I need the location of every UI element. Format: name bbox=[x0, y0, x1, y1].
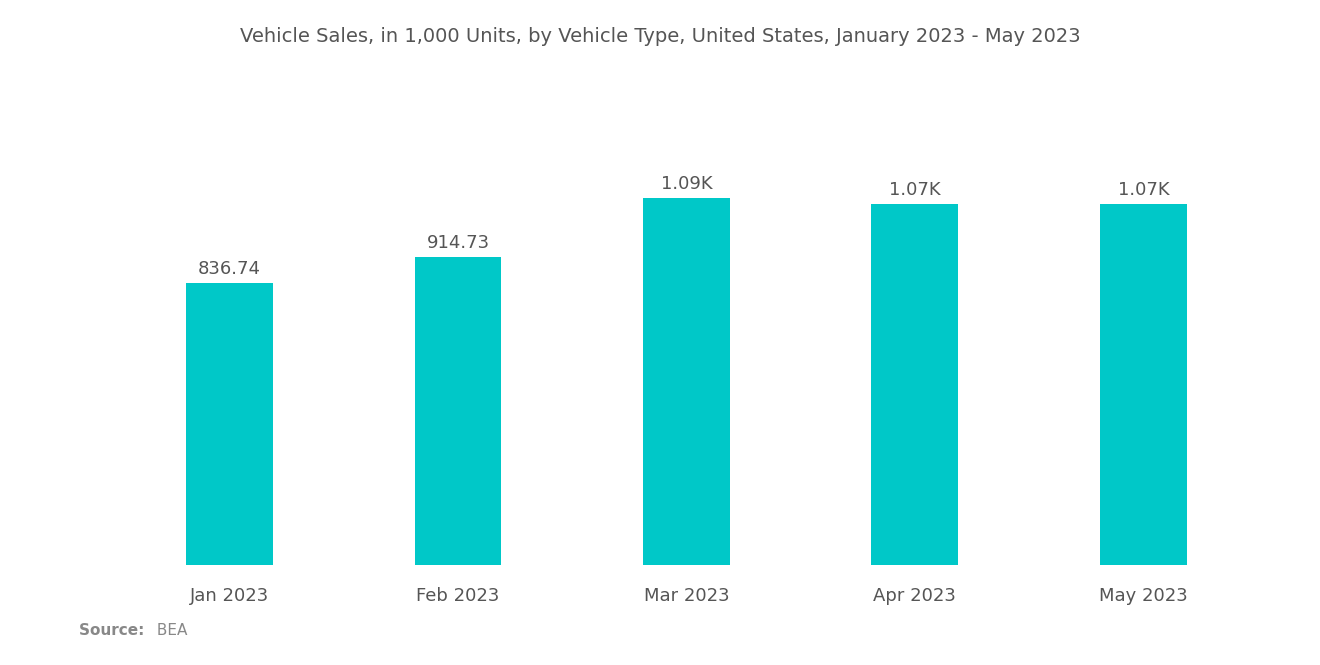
Text: Vehicle Sales, in 1,000 Units, by Vehicle Type, United States, January 2023 - Ma: Vehicle Sales, in 1,000 Units, by Vehicl… bbox=[240, 27, 1080, 46]
Bar bbox=[643, 198, 730, 565]
Text: 914.73: 914.73 bbox=[426, 233, 490, 251]
Bar bbox=[1100, 204, 1187, 565]
Bar bbox=[186, 283, 273, 565]
Text: 836.74: 836.74 bbox=[198, 260, 261, 278]
Bar bbox=[414, 257, 502, 565]
Text: BEA: BEA bbox=[152, 623, 187, 638]
Bar bbox=[871, 204, 958, 565]
Text: 1.07K: 1.07K bbox=[1118, 182, 1170, 200]
Text: 1.07K: 1.07K bbox=[890, 182, 941, 200]
Text: 1.09K: 1.09K bbox=[660, 175, 713, 193]
Text: Source:: Source: bbox=[79, 623, 150, 638]
